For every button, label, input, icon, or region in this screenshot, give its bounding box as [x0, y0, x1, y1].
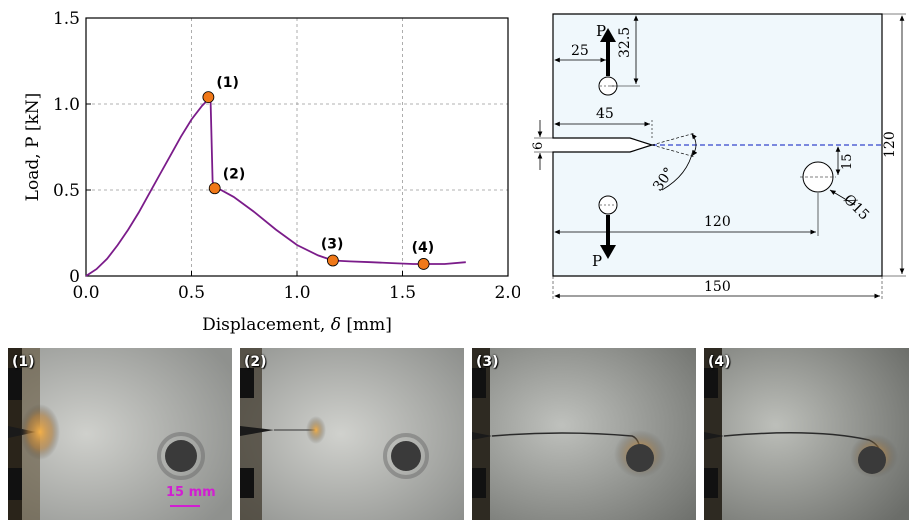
- x-tick-label: 0.0: [72, 283, 99, 303]
- y-tick-label: 0.5: [53, 181, 80, 201]
- dim-25: 25: [571, 43, 589, 59]
- marker-label-3: (3): [321, 237, 344, 253]
- scale-bar: [170, 505, 200, 507]
- specimen-schematic: P P 25 32.5 45 6 30° 15 Ø15 120 120 150: [531, 13, 906, 300]
- photo-stage-4: (4): [704, 348, 909, 520]
- dim-120-horizontal: 120: [704, 214, 731, 230]
- photo-label-1: (1): [12, 354, 35, 370]
- photo-label-2: (2): [244, 354, 267, 370]
- x-tick-label: 1.5: [389, 283, 416, 303]
- y-axis-label: Load, P [kN]: [23, 93, 43, 202]
- marker-label-4: (4): [412, 240, 435, 256]
- y-tick-label: 1.0: [53, 95, 80, 115]
- y-tick-label: 0: [69, 267, 80, 287]
- y-tick-label: 1.5: [53, 9, 80, 29]
- marker-point-3: [326, 254, 339, 267]
- photo-label-4: (4): [708, 354, 731, 370]
- marker-point-1: [202, 91, 215, 104]
- load-displacement-chart: 0.0 0.5 1.0 1.5 2.0 00.51.01.5 (1)(2)(3) (4) …: [23, 9, 520, 335]
- load-label-bottom: P: [592, 252, 602, 270]
- marker-point-2: [208, 182, 221, 195]
- marker-label-1: (1): [216, 75, 239, 91]
- dim-45: 45: [596, 106, 614, 122]
- load-label-top: P: [596, 22, 606, 40]
- dim-32-5: 32.5: [617, 27, 633, 58]
- scale-bar-label: 15 mm: [166, 485, 216, 500]
- x-axis-label: Displacement, δ [mm]: [202, 315, 392, 335]
- photo-label-3: (3): [476, 354, 499, 370]
- photo-stage-2: (2): [240, 348, 464, 520]
- dim-6: 6: [531, 142, 546, 150]
- photo-stage-3: (3): [472, 348, 696, 520]
- y-axis-ticks: 0 0.5 1.0 1.5: [53, 9, 91, 287]
- x-axis-ticks: 0.0 0.5 1.0 1.5 2.0: [72, 271, 520, 303]
- load-curve: [85, 94, 466, 277]
- dim-120-vertical: 120: [882, 131, 898, 158]
- photo-stage-1: (1) 15 mm: [8, 348, 232, 520]
- dim-15: 15: [840, 153, 855, 170]
- curve-markers: (1) (2) (3) (4): [202, 75, 435, 270]
- marker-point-4: [417, 258, 430, 270]
- x-tick-label: 2.0: [494, 283, 520, 303]
- marker-label-2: (2): [223, 166, 246, 182]
- chart-grid: [86, 18, 508, 276]
- x-tick-label: 0.5: [178, 283, 205, 303]
- dim-150: 150: [704, 279, 731, 295]
- x-tick-label: 1.0: [283, 283, 310, 303]
